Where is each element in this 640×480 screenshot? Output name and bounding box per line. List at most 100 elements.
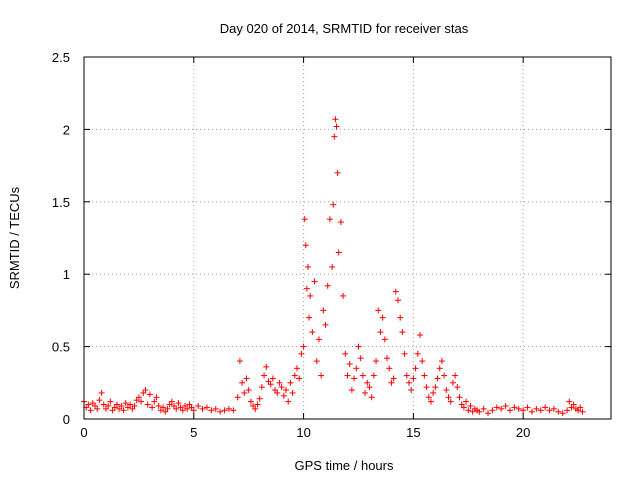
data-point [533, 405, 540, 412]
y-tick-label: 0.5 [52, 340, 70, 355]
data-point [373, 358, 380, 365]
data-point [107, 398, 114, 405]
data-point [221, 407, 228, 414]
data-point [217, 408, 224, 415]
data-point [252, 405, 259, 412]
data-point [498, 405, 505, 412]
data-point [87, 407, 94, 414]
data-point [493, 404, 500, 411]
data-point [278, 384, 285, 391]
data-point [261, 372, 268, 379]
data-point [414, 350, 421, 357]
data-point [460, 404, 467, 411]
data-point [149, 404, 156, 411]
data-point [118, 402, 125, 409]
data-point [283, 387, 290, 394]
data-point [144, 401, 151, 408]
data-point [577, 404, 584, 411]
data-point [258, 384, 265, 391]
y-tick-labels: 0 0.5 1 1.5 2 2.5 [52, 50, 70, 427]
data-point [146, 391, 153, 398]
data-point [291, 372, 298, 379]
data-point [287, 379, 294, 386]
data-point [359, 372, 366, 379]
data-point [322, 321, 329, 328]
data-point [570, 401, 577, 408]
data-point [320, 307, 327, 314]
plot-frame [83, 56, 612, 420]
data-point [100, 401, 107, 408]
data-point [269, 375, 276, 382]
data-point [267, 381, 274, 388]
data-point [476, 408, 483, 415]
y-axis-label: SRMTID / TECUs [7, 186, 22, 289]
data-point [430, 389, 437, 396]
data-point [168, 398, 175, 405]
data-point [397, 314, 404, 321]
data-point [342, 350, 349, 357]
data-point [96, 397, 103, 404]
data-point [94, 405, 101, 412]
data-point [236, 358, 243, 365]
data-point [311, 278, 318, 285]
data-point [370, 372, 377, 379]
data-point [366, 384, 373, 391]
x-axis-label: GPS time / hours [295, 458, 394, 473]
data-point [355, 343, 362, 350]
data-point [344, 372, 351, 379]
data-point [364, 379, 371, 386]
data-point [542, 404, 549, 411]
data-point [330, 201, 337, 208]
data-point [447, 398, 454, 405]
data-point [307, 292, 314, 299]
data-point [449, 379, 456, 386]
chart-title: Day 020 of 2014, SRMTID for receiver sta… [220, 21, 469, 36]
data-point [443, 387, 450, 394]
data-point [388, 379, 395, 386]
data-point [234, 394, 241, 401]
data-point [300, 343, 307, 350]
data-point [441, 372, 448, 379]
data-point [160, 404, 167, 411]
data-point [105, 402, 112, 409]
data-point [225, 405, 232, 412]
data-point [351, 375, 358, 382]
data-point [555, 408, 562, 415]
axis-ticks [83, 56, 611, 420]
data-point [423, 384, 430, 391]
data-point [381, 336, 388, 343]
data-point [520, 407, 527, 414]
data-point [335, 249, 342, 256]
data-point [241, 389, 248, 396]
data-point [127, 401, 134, 408]
data-point [515, 405, 522, 412]
data-point [408, 387, 415, 394]
data-point [401, 350, 408, 357]
data-point [506, 407, 513, 414]
data-point [485, 410, 492, 417]
data-point [309, 329, 316, 336]
data-point [399, 329, 406, 336]
x-tick-label: 0 [80, 425, 87, 440]
data-point [131, 402, 138, 409]
data-point [230, 407, 237, 414]
data-point [564, 407, 571, 414]
data-point [337, 219, 344, 226]
data-point [313, 358, 320, 365]
data-point [315, 336, 322, 343]
data-points [81, 116, 586, 417]
data-point [480, 405, 487, 412]
data-point [427, 398, 434, 405]
data-point [173, 405, 180, 412]
data-point [256, 395, 263, 402]
data-point [550, 405, 557, 412]
x-tick-label: 15 [406, 425, 420, 440]
data-point [155, 402, 162, 409]
data-point [208, 407, 215, 414]
data-point [184, 405, 191, 412]
data-point [142, 387, 149, 394]
data-point [303, 285, 310, 292]
data-point [537, 407, 544, 414]
y-tick-label: 1 [63, 267, 70, 282]
